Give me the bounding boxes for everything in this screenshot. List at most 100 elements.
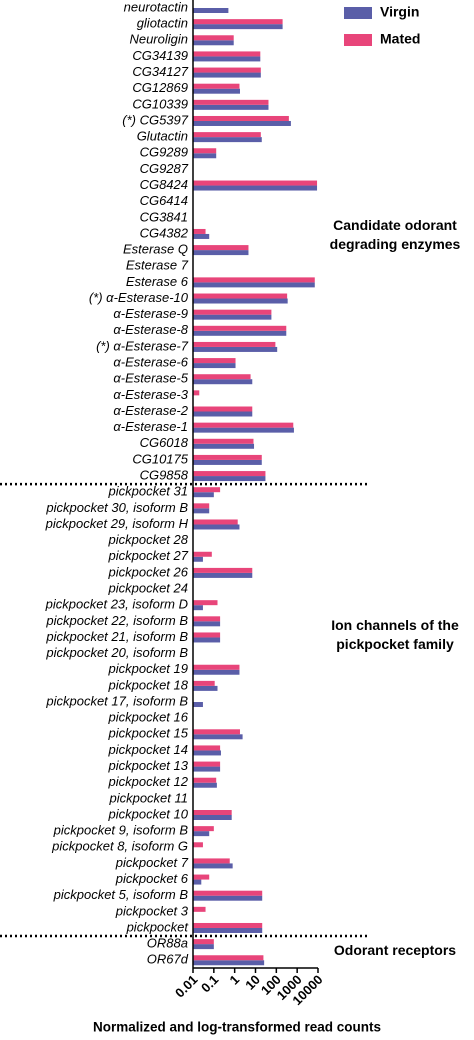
legend-swatch	[344, 34, 372, 46]
bar	[193, 115, 289, 121]
category-label: CG10175	[132, 451, 188, 466]
bar	[193, 325, 287, 331]
category-label: CG12869	[132, 80, 188, 95]
bar	[193, 374, 251, 380]
bar	[193, 438, 254, 444]
bar	[193, 476, 266, 482]
category-label: pickpocket 5, isoform B	[53, 887, 189, 902]
category-label: Esterase 6	[126, 274, 189, 289]
category-label: α-Esterase-8	[113, 322, 188, 337]
bar	[193, 298, 288, 304]
category-label: pickpocket 26	[108, 564, 189, 579]
category-label: pickpocket 19	[108, 661, 189, 676]
category-label: pickpocket 23, isoform D	[45, 597, 188, 612]
bar	[193, 669, 240, 675]
category-label: pickpocket 12	[108, 774, 189, 789]
category-label: CG10339	[132, 96, 188, 111]
category-label: pickpocket 15	[108, 726, 189, 741]
bar	[193, 487, 221, 493]
bar	[193, 890, 263, 896]
bar	[193, 459, 262, 465]
category-label: pickpocket 31	[108, 484, 189, 499]
category-label: Esterase 7	[126, 258, 189, 273]
bar	[193, 556, 203, 562]
category-label: pickpocket 7	[115, 855, 189, 870]
bar	[193, 637, 221, 643]
category-label: α-Esterase-5	[113, 371, 188, 386]
bar	[193, 777, 217, 783]
category-label: pickpocket 11	[108, 790, 188, 805]
bar	[193, 104, 269, 110]
bar	[193, 99, 269, 105]
bar	[193, 960, 265, 966]
category-label: pickpocket 20, isoform B	[45, 645, 188, 660]
bar	[193, 56, 261, 62]
bar	[193, 955, 264, 961]
annotation: Odorant receptors	[333, 942, 457, 958]
bar	[193, 842, 203, 848]
bar	[193, 314, 272, 320]
category-label: CG3841	[140, 209, 188, 224]
bar	[193, 67, 261, 73]
bar	[193, 551, 212, 557]
category-label: gliotactin	[137, 16, 188, 31]
bar	[193, 685, 218, 691]
bar	[193, 40, 234, 46]
bar	[193, 810, 232, 815]
bar	[193, 600, 218, 606]
category-label: pickpocket 14	[108, 742, 189, 757]
category-label: α-Esterase-1	[113, 419, 188, 434]
bar	[193, 906, 206, 912]
category-label: pickpocket 16	[108, 710, 189, 725]
bar	[193, 51, 261, 57]
category-label: (*) CG5397	[122, 112, 189, 127]
category-label: CG9289	[140, 145, 188, 160]
bar	[193, 132, 261, 138]
category-label: pickpocket 21, isoform B	[45, 629, 188, 644]
category-label: (*) α-Esterase-7	[96, 338, 189, 353]
category-label: (*) α-Esterase-10	[89, 290, 189, 305]
bar	[193, 245, 249, 251]
bar	[193, 454, 262, 460]
category-label: α-Esterase-6	[113, 355, 188, 370]
bar	[193, 567, 253, 573]
bar	[193, 766, 221, 772]
bar	[193, 922, 263, 928]
category-label: pickpocket 6	[115, 871, 189, 886]
category-label: CG8424	[140, 177, 188, 192]
x-tick-label: 0.01	[172, 972, 201, 1001]
bar	[193, 621, 221, 627]
x-tick-label: 0.1	[198, 972, 221, 995]
category-label: CG6414	[140, 193, 188, 208]
bar	[193, 745, 221, 751]
category-label: Esterase Q	[123, 242, 188, 257]
bar	[193, 616, 221, 622]
category-label: pickpocket 3	[115, 903, 189, 918]
x-tick-label: 1	[226, 972, 242, 988]
legend-label: Virgin	[380, 4, 419, 20]
category-label: pickpocket 27	[108, 548, 189, 563]
category-label: neurotactin	[124, 0, 188, 14]
bar	[193, 185, 318, 191]
bar	[193, 120, 291, 126]
bar	[193, 443, 255, 449]
bar	[193, 427, 294, 433]
bar	[193, 228, 206, 234]
annotation: Ion channels of the pickpocket family	[331, 617, 459, 652]
bar	[193, 250, 249, 256]
bar	[193, 411, 253, 417]
bar	[193, 180, 318, 186]
bar	[193, 8, 229, 13]
category-label: CG34139	[132, 48, 188, 63]
bar	[193, 503, 210, 509]
bar	[193, 341, 276, 347]
bar	[193, 863, 233, 869]
bar	[193, 879, 202, 885]
bar	[193, 519, 238, 525]
bar	[193, 153, 217, 159]
bar	[193, 309, 272, 315]
bar	[193, 782, 217, 788]
category-label: pickpocket 13	[108, 758, 189, 773]
